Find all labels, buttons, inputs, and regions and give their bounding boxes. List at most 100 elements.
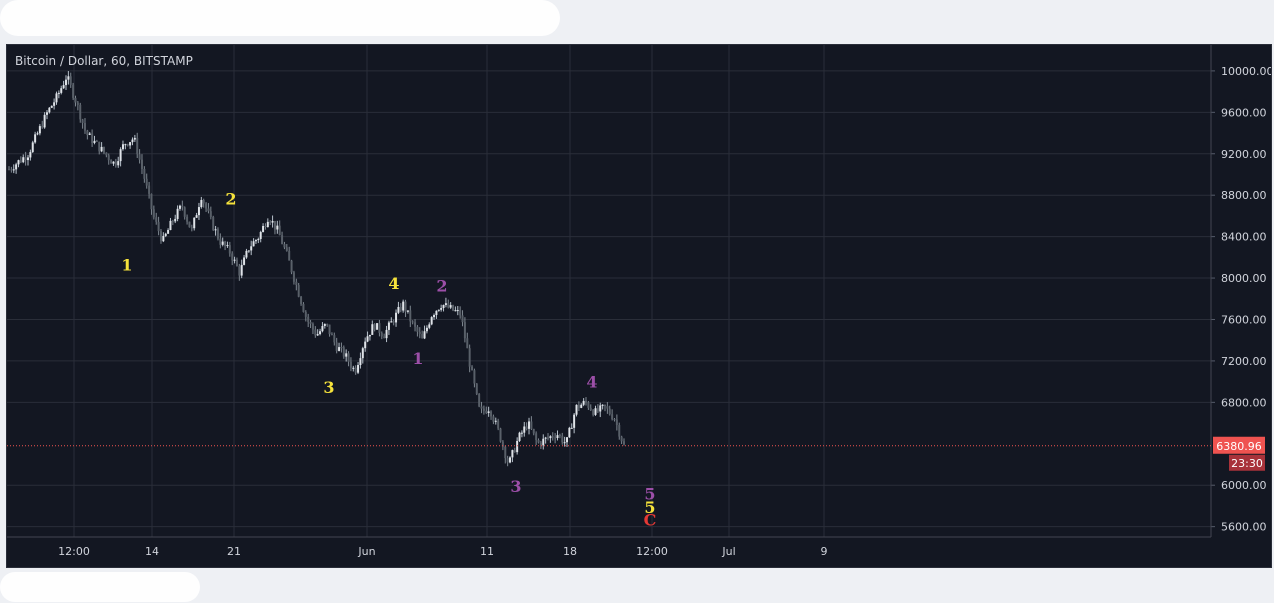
candle-body: [430, 317, 433, 325]
candle-body: [418, 331, 421, 334]
candle-body: [164, 233, 167, 236]
candle-body: [283, 244, 286, 248]
candle-body: [226, 245, 229, 247]
candle-body: [525, 426, 528, 429]
x-tick-label: 21: [227, 545, 241, 558]
candle-body: [197, 207, 200, 216]
candle-body: [345, 353, 348, 357]
candle-body: [425, 327, 428, 332]
candle-body: [444, 303, 447, 305]
candle-body: [423, 331, 426, 339]
candle-body: [81, 119, 84, 124]
candle-body: [269, 221, 272, 223]
last-price-badge: [1213, 436, 1265, 454]
candle-body: [613, 419, 616, 421]
candle-body: [387, 322, 390, 330]
candle-body: [542, 438, 545, 446]
candle-body: [162, 235, 165, 242]
candle-body: [319, 331, 322, 335]
y-tick-label: 9200.00: [1221, 148, 1267, 161]
candle-body: [383, 336, 386, 339]
candle-body: [366, 336, 369, 342]
candle-body: [556, 435, 559, 439]
candle-body: [411, 321, 414, 323]
candle-body: [93, 140, 96, 143]
candle-body: [86, 130, 89, 135]
candle-body: [195, 215, 198, 218]
candle-body: [392, 321, 395, 323]
candle-body: [471, 366, 474, 371]
candle-body: [219, 238, 222, 245]
candle-body: [48, 107, 51, 113]
candle-body: [36, 133, 39, 135]
candle-body: [421, 333, 424, 339]
candle-body: [155, 217, 158, 222]
candle-body: [397, 306, 400, 313]
candle-body: [126, 144, 129, 146]
candle-body: [129, 142, 132, 146]
candle-body: [490, 411, 493, 417]
candle-body: [357, 365, 360, 373]
candle-body: [361, 348, 364, 359]
candle-body: [501, 441, 504, 447]
candle-body: [537, 440, 540, 443]
candle-body: [12, 169, 15, 171]
candle-body: [485, 410, 488, 414]
candle-body: [231, 253, 234, 261]
candle-body: [544, 437, 547, 439]
candle-body: [292, 272, 295, 282]
candle-body: [573, 414, 576, 428]
candle-body: [594, 408, 597, 415]
candle-body: [10, 169, 13, 171]
candle-body: [238, 266, 241, 276]
candle-body: [169, 220, 172, 231]
candle-body: [67, 76, 70, 80]
candle-body: [558, 435, 561, 437]
candle-body: [601, 404, 604, 406]
candle-body: [278, 225, 281, 236]
candle-body: [440, 308, 443, 310]
y-tick-label: 5600.00: [1221, 521, 1267, 534]
candle-body: [395, 312, 398, 323]
candle-body: [551, 436, 554, 438]
wave-label: 5: [644, 484, 655, 503]
candle-body: [435, 310, 438, 316]
candle-body: [17, 160, 20, 165]
candle-body: [373, 324, 376, 330]
candle-body: [212, 217, 215, 231]
candle-body: [580, 404, 583, 408]
candle-body: [174, 218, 177, 222]
candle-body: [554, 437, 557, 439]
candle-body: [140, 159, 143, 169]
candle-body: [340, 347, 343, 349]
wave-label: C: [644, 510, 657, 529]
candle-body: [157, 221, 160, 232]
chart-panel[interactable]: 10000.00 9600.00 9200.00 8800.00 8400.00 8000…: [6, 44, 1272, 568]
candle-body: [347, 353, 350, 362]
candle-body: [285, 247, 288, 251]
candle-body: [254, 240, 257, 242]
candle-body: [520, 432, 523, 434]
candle-body: [112, 161, 115, 164]
y-tick-label: 8400.00: [1221, 231, 1267, 244]
candle-body: [8, 169, 10, 171]
candle-body: [295, 281, 298, 285]
candle-body: [76, 102, 79, 105]
candle-body: [171, 220, 174, 222]
candle-body: [83, 123, 86, 131]
candle-body: [209, 211, 212, 218]
candle-body: [55, 93, 58, 103]
candle-body: [611, 414, 614, 420]
candle-body: [333, 335, 336, 343]
candle-body: [247, 250, 250, 252]
candle-body: [585, 400, 588, 403]
y-tick-label: 6800.00: [1221, 396, 1267, 409]
candle-body: [570, 427, 573, 429]
price-chart[interactable]: 10000.00 9600.00 9200.00 8800.00 8400.00 8000…: [7, 45, 1271, 567]
last-price-label: 6380.96: [1216, 440, 1262, 453]
candle-body: [335, 342, 338, 351]
candle-body: [88, 133, 91, 135]
candle-body: [224, 241, 227, 247]
chart-title: Bitcoin / Dollar, 60, BITSTAMP: [15, 54, 193, 68]
candle-body: [205, 203, 208, 209]
